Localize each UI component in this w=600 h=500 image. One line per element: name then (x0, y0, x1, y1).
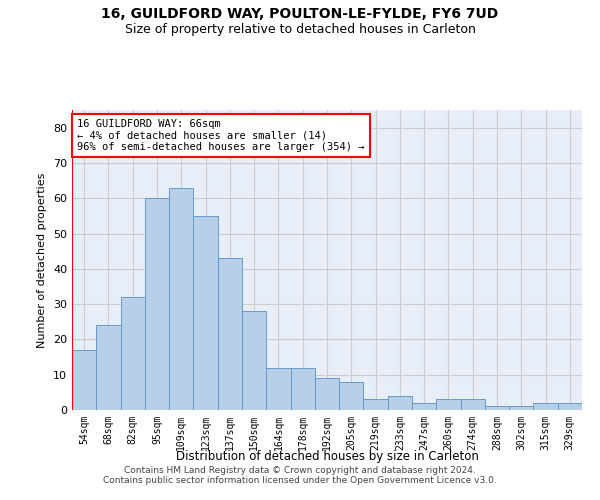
Text: 16, GUILDFORD WAY, POULTON-LE-FYLDE, FY6 7UD: 16, GUILDFORD WAY, POULTON-LE-FYLDE, FY6… (101, 8, 499, 22)
Y-axis label: Number of detached properties: Number of detached properties (37, 172, 47, 348)
Bar (121, 297, 145, 410)
Text: Distribution of detached houses by size in Carleton: Distribution of detached houses by size … (176, 450, 478, 463)
Bar (290, 368, 315, 410)
Bar (193, 216, 218, 410)
Bar (315, 378, 339, 410)
Bar (242, 311, 266, 410)
Bar (485, 406, 509, 410)
Bar (266, 368, 290, 410)
Bar (436, 400, 461, 410)
Bar (169, 188, 193, 410)
Bar (218, 258, 242, 410)
Bar (412, 403, 436, 410)
Text: Size of property relative to detached houses in Carleton: Size of property relative to detached ho… (125, 22, 475, 36)
Bar (72, 350, 96, 410)
Bar (461, 400, 485, 410)
Text: Contains HM Land Registry data © Crown copyright and database right 2024.
Contai: Contains HM Land Registry data © Crown c… (103, 466, 497, 485)
Bar (558, 403, 582, 410)
Text: 16 GUILDFORD WAY: 66sqm
← 4% of detached houses are smaller (14)
96% of semi-det: 16 GUILDFORD WAY: 66sqm ← 4% of detached… (77, 119, 365, 152)
Bar (364, 400, 388, 410)
Bar (388, 396, 412, 410)
Bar (339, 382, 364, 410)
Bar (533, 403, 558, 410)
Bar (96, 326, 121, 410)
Bar (509, 406, 533, 410)
Bar (145, 198, 169, 410)
